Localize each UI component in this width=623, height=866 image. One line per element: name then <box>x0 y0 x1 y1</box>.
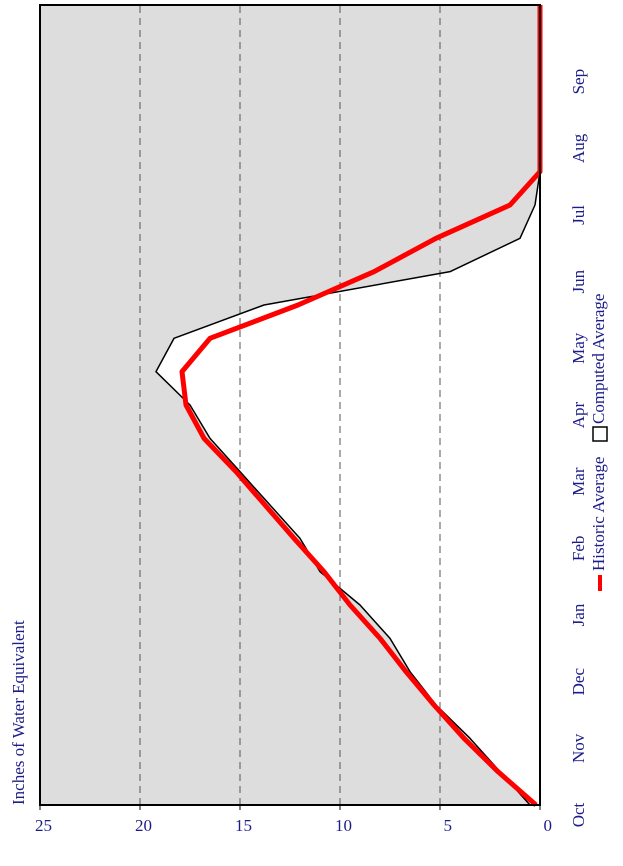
area <box>156 5 540 805</box>
x-tick-label: Mar <box>569 467 588 496</box>
x-tick-label: May <box>569 332 588 364</box>
legend-swatch <box>598 575 602 591</box>
y-tick-label: 10 <box>335 816 352 835</box>
x-tick-label: Oct <box>569 802 588 827</box>
y-tick-label: 15 <box>235 816 252 835</box>
plot-group: Inches of Water Equivalent 0 5 10 15 20 25 Oct… <box>9 4 608 835</box>
y-axis-label: Inches of Water Equivalent <box>9 620 28 805</box>
legend-label: Historic Average <box>589 457 608 571</box>
x-tick-label: Apr <box>569 401 588 428</box>
x-tick-label: Dec <box>569 668 588 696</box>
legend-swatch <box>592 426 608 442</box>
y-tick-label: 20 <box>135 816 152 835</box>
legend-label: Computed Average <box>589 294 608 424</box>
x-tick-label: Jul <box>569 205 588 225</box>
x-tick-label: Jun <box>569 269 588 293</box>
y-tick-label: 25 <box>35 816 52 835</box>
plot-frame <box>39 4 541 806</box>
x-tick-label: Sep <box>569 69 588 95</box>
y-tick-label: 0 <box>544 816 553 835</box>
x-tick-label: Aug <box>569 133 588 163</box>
x-tick-label: Feb <box>569 536 588 562</box>
x-tick-label: Jan <box>569 603 588 626</box>
y-tick-label: 5 <box>444 816 453 835</box>
x-tick-label: Nov <box>569 733 588 763</box>
